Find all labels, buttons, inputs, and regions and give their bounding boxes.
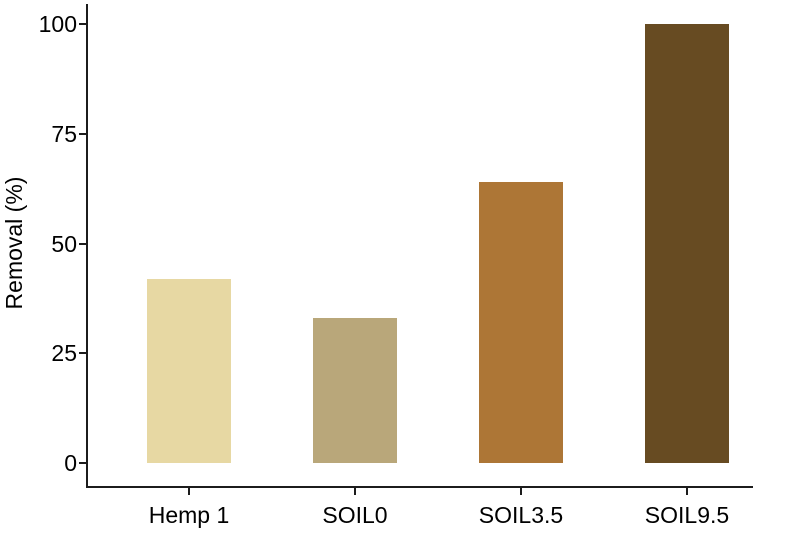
y-tick <box>79 242 86 245</box>
y-tick-label: 25 <box>51 340 77 367</box>
y-tick <box>79 462 86 464</box>
x-axis-label: SOIL0 <box>322 502 388 528</box>
y-tick-label: 50 <box>51 230 77 257</box>
x-axis-label: Hemp 1 <box>148 502 230 528</box>
bar <box>313 318 397 463</box>
x-axis-line <box>86 486 753 488</box>
x-tick <box>188 488 190 495</box>
y-tick <box>79 132 86 135</box>
bar <box>645 24 729 463</box>
y-axis-line <box>86 4 88 488</box>
y-tick-label: 0 <box>64 450 77 476</box>
y-tick <box>79 23 86 25</box>
x-axis-label: SOIL9.5 <box>644 502 730 528</box>
y-tick-label: 75 <box>51 120 77 147</box>
x-tick <box>520 488 522 495</box>
y-tick <box>79 352 86 355</box>
bar <box>479 182 563 463</box>
bar <box>147 278 231 463</box>
x-tick <box>354 488 356 495</box>
y-tick-label: 100 <box>38 11 77 37</box>
x-tick <box>686 488 688 495</box>
x-axis-label: SOIL3.5 <box>478 502 564 528</box>
